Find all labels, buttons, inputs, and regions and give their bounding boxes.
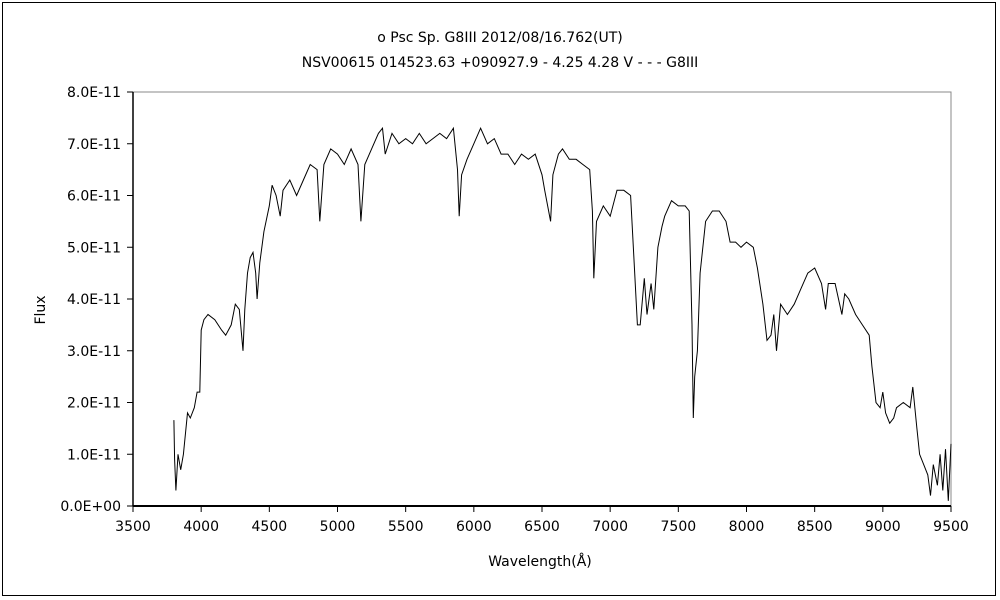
chart-subtitle: NSV00615 014523.63 +090927.9 - 4.25 4.28… (302, 55, 698, 71)
y-tick-label: 4.0E-11 (67, 292, 121, 308)
y-tick-label: 6.0E-11 (67, 189, 121, 205)
y-tick-label: 0.0E+00 (60, 499, 121, 515)
x-tick-label: 7500 (661, 519, 697, 535)
y-tick-label: 2.0E-11 (67, 396, 121, 412)
chart-title: ο Psc Sp. G8III 2012/08/16.762(UT) (377, 30, 623, 46)
x-tick-label: 4500 (252, 519, 288, 535)
y-axis-label: Flux (33, 295, 49, 324)
x-tick-label: 5000 (320, 519, 356, 535)
y-tick-label: 7.0E-11 (67, 137, 121, 153)
y-tick-label: 5.0E-11 (67, 240, 121, 256)
x-tick-label: 9000 (865, 519, 901, 535)
x-tick-label: 4000 (183, 519, 219, 535)
y-tick-label: 3.0E-11 (67, 344, 121, 360)
x-tick-label: 8000 (729, 519, 765, 535)
x-tick-label: 7000 (592, 519, 628, 535)
plot-area (132, 91, 952, 507)
x-tick-label: 6000 (456, 519, 492, 535)
y-tick-label: 8.0E-11 (67, 85, 121, 101)
x-axis-label: Wavelength(Å) (488, 553, 592, 570)
x-tick-label: 9500 (933, 519, 969, 535)
x-tick-label: 6500 (524, 519, 560, 535)
x-tick-label: 5500 (388, 519, 424, 535)
x-tick-label: 3500 (115, 519, 151, 535)
spectrum-line (173, 126, 952, 501)
y-tick-label: 1.0E-11 (67, 447, 121, 463)
x-tick-label: 8500 (797, 519, 833, 535)
